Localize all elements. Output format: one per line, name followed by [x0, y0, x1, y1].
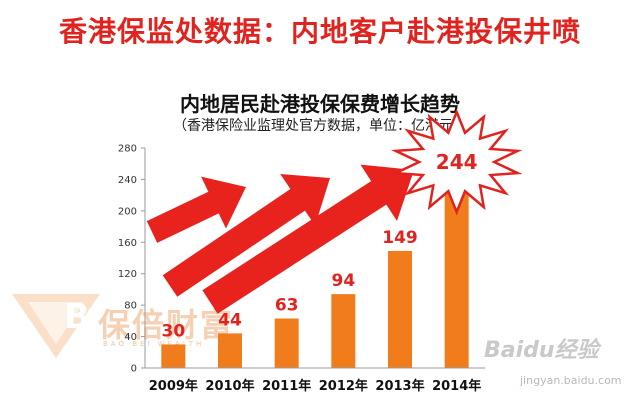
y-tick-label: 40	[124, 332, 137, 343]
x-tick-label: 2010年	[205, 378, 254, 394]
y-tick-label: 280	[118, 144, 137, 155]
bar	[331, 294, 356, 368]
growth-arrow	[202, 164, 414, 314]
chart-subtitle: （香港保险业监理处官方数据，单位：亿港元）	[173, 118, 467, 134]
data-label: 30	[161, 321, 185, 341]
data-label: 63	[275, 296, 299, 316]
baidu-url: jingyan.baidu.com	[520, 374, 622, 387]
watermark-brand-en: BAO BEI WEALTH	[103, 340, 205, 348]
starburst-shape	[390, 108, 523, 216]
bars	[161, 176, 469, 368]
growth-arrow	[162, 173, 330, 297]
bar	[218, 333, 242, 368]
watermark-brand: 保倍财富	[98, 306, 235, 344]
y-tick-label: 200	[118, 206, 137, 217]
growth-arrows	[146, 164, 414, 314]
data-label: 94	[331, 271, 355, 291]
bar	[274, 318, 299, 368]
y-tick-label: 80	[124, 301, 137, 312]
y-tick-label: 160	[118, 238, 137, 249]
x-tick-label: 2014年	[432, 378, 481, 394]
x-tick-label: 2012年	[319, 378, 368, 394]
bao-bei-logo-icon: B	[12, 294, 100, 358]
data-label: 149	[382, 228, 418, 248]
data-labels: 30 44 63 94 149 244	[161, 150, 477, 341]
x-tick-label: 2009年	[149, 378, 198, 394]
x-tick-label: 2013年	[375, 378, 424, 394]
y-tick-label: 240	[118, 175, 137, 186]
data-label: 44	[218, 310, 242, 330]
baidu-watermark: Baidu经验	[484, 338, 599, 363]
starburst-highlight	[390, 108, 523, 216]
y-axis: 0 40 80 120 160 200 240 280	[118, 144, 146, 375]
y-tick-label: 0	[131, 364, 137, 375]
x-axis: 2009年 2010年 2011年 2012年 2013年 2014年	[145, 367, 485, 394]
x-tick-label: 2011年	[262, 378, 311, 394]
logo-letter: B	[64, 297, 90, 337]
growth-arrow	[146, 176, 246, 243]
headline: 香港保监处数据：内地客户赴港投保井喷	[58, 15, 581, 48]
data-label: 244	[436, 150, 478, 174]
y-tick-label: 120	[118, 269, 137, 280]
bar	[388, 250, 412, 368]
bar	[161, 344, 186, 368]
chart-title: 内地居民赴港投保保费增长趋势	[180, 92, 460, 116]
